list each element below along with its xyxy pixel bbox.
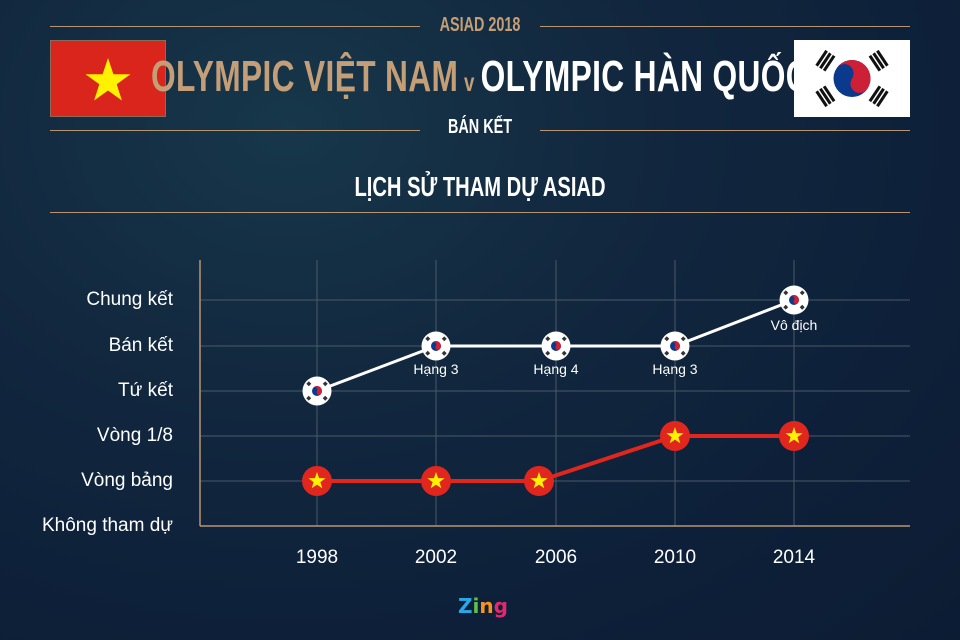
header-rule-bottom-left [50,130,420,131]
event-label: ASIAD 2018 [439,14,521,36]
annotation-2002: Hạng 3 [413,361,459,377]
logo-letter-n: n [479,594,494,618]
x-label-1998: 1998 [295,547,339,568]
header-rule-bottom-right [540,130,910,131]
header-rule-top-left [50,26,420,27]
x-label-2014: 2014 [772,547,816,568]
y-label-vong-1-8: Vòng 1/8 [96,425,173,446]
team-right-name: OLYMPIC HÀN QUỐC [480,52,810,101]
annotation-2010: Hạng 3 [652,361,698,377]
logo-letter-i: i [472,594,480,618]
section-rule [50,212,910,213]
header-rule-top-right [540,26,910,27]
korea-marker-2002 [421,331,451,361]
match-title: OLYMPIC VIỆT NAM v OLYMPIC HÀN QUỐC [134,52,825,102]
vietnam-marker-2006 [524,466,554,496]
logo-suffix: .vn [507,598,533,617]
y-label-vong-bang: Vòng bảng [81,470,173,491]
versus-label: v [464,67,475,97]
x-label-2010: 2010 [653,547,697,568]
x-label-2006: 2006 [534,547,578,568]
vietnam-marker-2014 [779,421,809,451]
y-label-tu-ket: Tứ kết [118,380,173,401]
axes [199,260,910,527]
annotation-2006: Hạng 4 [533,361,579,377]
y-label-chung-ket: Chung kết [86,289,173,310]
annotation-2014: Vô địch [770,317,818,333]
korea-marker-2010 [660,331,690,361]
vietnam-marker-2010 [660,421,690,451]
team-left-name: OLYMPIC VIỆT NAM [150,52,459,101]
korea-marker-2014 [779,285,809,315]
y-label-ban-ket: Bán kết [108,335,173,356]
x-label-2002: 2002 [414,547,458,568]
korea-marker-2006 [541,331,571,361]
vietnam-flag-icon [50,40,166,117]
logo-letter-g: g [493,594,508,618]
south-korea-flag-icon [794,40,910,117]
korea-marker-1998 [302,376,332,406]
stage-label: BÁN KẾT [447,116,512,138]
section-title: LỊCH SỬ THAM DỰ ASIAD [354,171,606,202]
y-label-khong-tham-du: Không tham dự [41,515,173,536]
vietnam-marker-2002 [421,466,451,496]
vietnam-marker-1998 [302,466,332,496]
logo-letter-z: Z [458,594,473,618]
zing-logo: Zing.vn [458,594,533,618]
